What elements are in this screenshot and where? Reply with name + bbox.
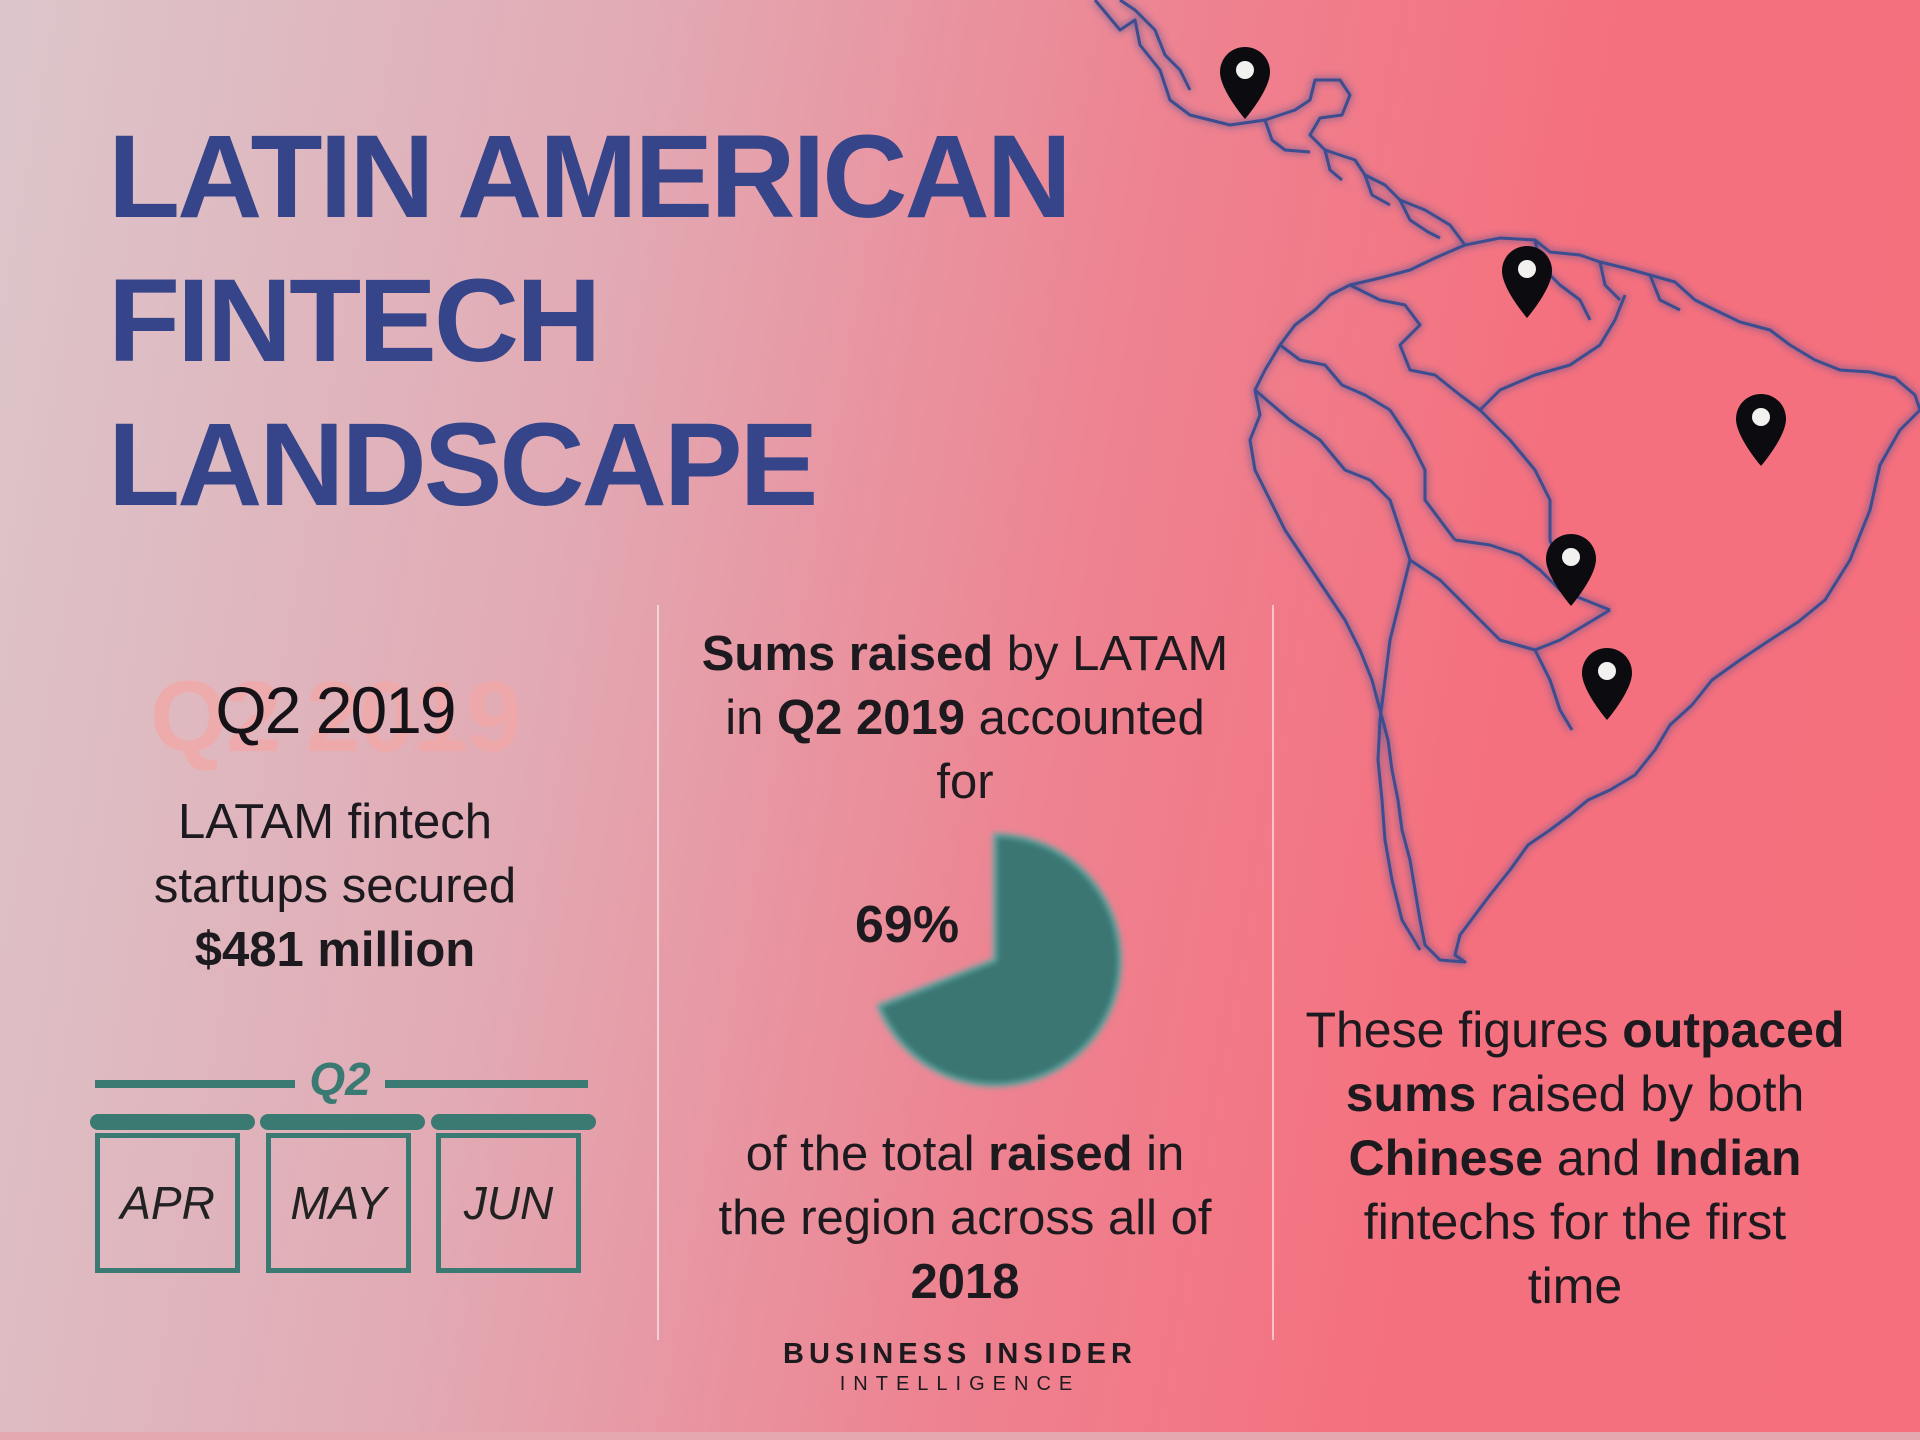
brand-sub: INTELLIGENCE — [839, 1373, 1081, 1395]
quarter-line-right — [385, 1080, 588, 1088]
brand-logo: BUSINESS INSIDER INTELLIGENCE — [760, 1338, 1160, 1396]
middle-bottom-line: of the total raised in — [745, 1127, 1185, 1181]
pie-chart — [876, 832, 1122, 1087]
middle-top-line: for — [936, 755, 994, 809]
comparison-line: These figures outpaced — [1305, 1002, 1845, 1058]
comparison-text: These figures outpaced sums raised by bo… — [1290, 998, 1860, 1318]
middle-bottom-line: the region across all of — [718, 1191, 1212, 1245]
comparison-line: time — [1527, 1258, 1623, 1314]
middle-top-line: Sums raised by LATAM — [701, 627, 1229, 681]
funding-amount: $481 million — [194, 923, 476, 977]
column-divider — [1272, 605, 1274, 1340]
map-pin-icon — [1546, 534, 1596, 606]
comparison-line: fintechs for the first — [1363, 1194, 1787, 1250]
bottom-strip — [0, 1432, 1920, 1440]
map-pin-icon — [1220, 47, 1270, 119]
quarter-label: Q2 — [309, 1053, 371, 1105]
column-divider — [657, 605, 659, 1340]
month-may: MAY — [266, 1133, 411, 1273]
title-line: LANDSCAPE — [108, 399, 818, 531]
comparison-line: Chinese and Indian — [1348, 1130, 1802, 1186]
funding-statement: LATAM fintech startups secured $481 mill… — [90, 790, 580, 982]
middle-bottom-text: of the total raised in the region across… — [680, 1122, 1250, 1314]
pie-slice — [876, 832, 1122, 1087]
calendar-binding — [260, 1114, 425, 1130]
title-line: LATIN AMERICAN — [108, 111, 1072, 243]
map-pin-icon — [1736, 394, 1786, 466]
brand-name: BUSINESS INSIDER — [783, 1338, 1137, 1370]
title-line: FINTECH — [108, 255, 601, 387]
ghost-period-text: Q2 2019 — [150, 661, 522, 773]
month-apr: APR — [95, 1133, 240, 1273]
funding-line: startups secured — [153, 859, 517, 913]
latin-america-map — [1093, 0, 1920, 964]
middle-top-line: in Q2 2019 accounted — [725, 691, 1205, 745]
month-jun: JUN — [436, 1133, 581, 1273]
calendar-binding — [90, 1114, 255, 1130]
page-title: LATIN AMERICAN FINTECH LANDSCAPE — [108, 105, 1072, 537]
pie-percent-label: 69% — [855, 896, 960, 954]
middle-top-text: Sums raised by LATAM in Q2 2019 accounte… — [680, 622, 1250, 814]
quarter-line-left — [95, 1080, 295, 1088]
middle-bottom-line: 2018 — [910, 1255, 1020, 1309]
comparison-line: sums raised by both — [1345, 1066, 1805, 1122]
calendar-binding — [431, 1114, 596, 1130]
map-pin-icon — [1582, 648, 1632, 720]
map-pin-icon — [1502, 246, 1552, 318]
period-heading: Q2 2019 — [215, 673, 456, 747]
funding-line: LATAM fintech — [177, 795, 493, 849]
